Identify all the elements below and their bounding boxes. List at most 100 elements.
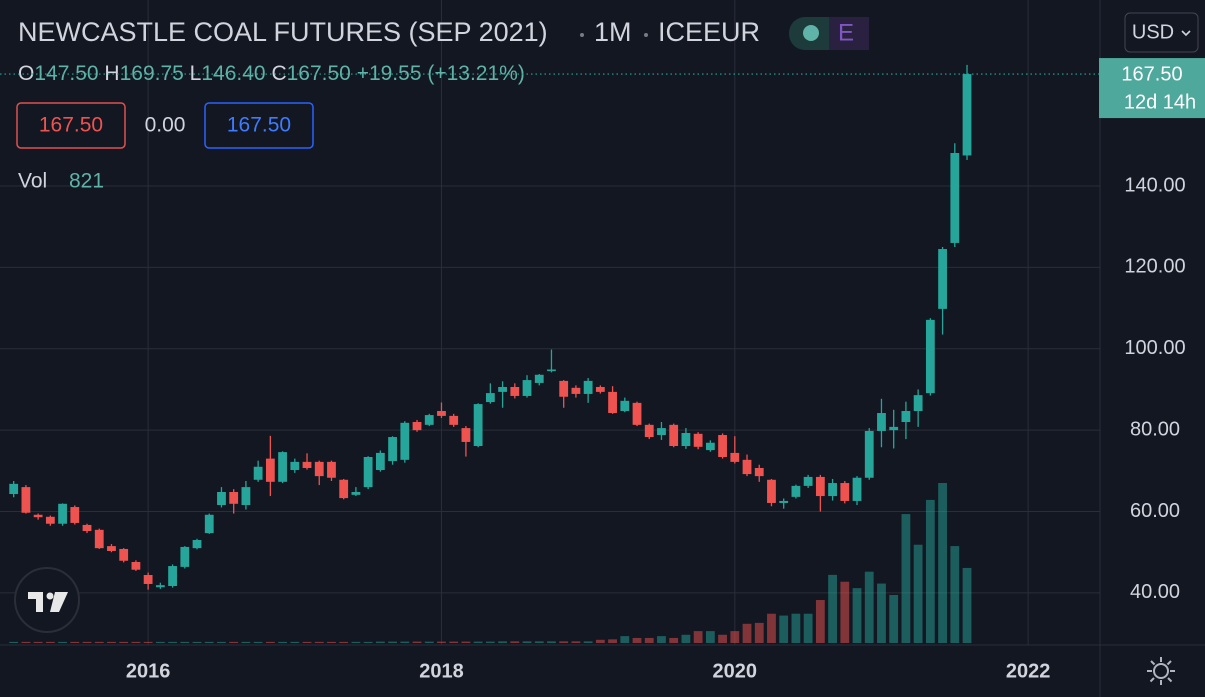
volume-bar bbox=[803, 613, 813, 643]
volume-bar bbox=[351, 641, 361, 643]
volume-bar bbox=[705, 631, 715, 643]
volume-bar bbox=[632, 637, 642, 643]
sell-button[interactable] bbox=[16, 102, 126, 149]
candle-body bbox=[791, 485, 801, 497]
volume-bar bbox=[693, 631, 703, 643]
volume-bar bbox=[58, 641, 67, 643]
candle-body bbox=[938, 249, 947, 309]
ohlc-row: O147.50 H169.75 L146.40 C167.50 +19.55 (… bbox=[18, 62, 525, 85]
volume-bar bbox=[82, 641, 92, 643]
volume-bar bbox=[143, 641, 153, 643]
candle-body bbox=[241, 487, 251, 506]
candle-body bbox=[351, 491, 361, 495]
candle-body bbox=[461, 428, 471, 442]
tv-logo[interactable] bbox=[14, 567, 80, 633]
volume-bar bbox=[204, 641, 214, 643]
ohlc-value: 169.75 bbox=[120, 62, 184, 85]
volume-bar bbox=[192, 641, 202, 643]
candle-body bbox=[693, 433, 703, 447]
volume-bar bbox=[217, 641, 226, 643]
candle-body bbox=[534, 374, 544, 383]
candle-body bbox=[754, 467, 764, 477]
badge: E bbox=[838, 19, 854, 46]
buy-button[interactable] bbox=[204, 102, 314, 149]
candle-body bbox=[779, 500, 789, 503]
candle-body bbox=[229, 491, 239, 504]
volume-bar bbox=[119, 641, 129, 643]
countdown: 12d 14h bbox=[1124, 91, 1196, 113]
candle-body bbox=[192, 540, 202, 549]
volume-bar bbox=[437, 641, 446, 643]
candle-body bbox=[449, 415, 459, 425]
separator bbox=[644, 33, 648, 37]
candle-body bbox=[314, 461, 324, 477]
ohlc-value: 167.50 bbox=[287, 62, 351, 85]
candle-body bbox=[767, 479, 776, 503]
candle-body bbox=[498, 387, 507, 392]
volume-bar bbox=[45, 641, 55, 643]
bid: 167.50 bbox=[39, 114, 103, 137]
volume-bar bbox=[779, 615, 789, 643]
volume-bar bbox=[412, 641, 422, 643]
volume-bar bbox=[229, 641, 239, 643]
volume-value: 821 bbox=[69, 170, 104, 193]
candle-body bbox=[840, 483, 850, 501]
volume-bar bbox=[424, 641, 434, 643]
currency: USD bbox=[1132, 21, 1174, 43]
volume-bar bbox=[400, 641, 410, 643]
candle-body bbox=[657, 428, 666, 436]
volume-bar bbox=[473, 641, 483, 643]
candle-body bbox=[9, 483, 19, 495]
candle-body bbox=[889, 426, 899, 431]
candle-body bbox=[925, 319, 935, 394]
candle-body bbox=[388, 437, 397, 462]
candle-body bbox=[595, 387, 605, 392]
volume-bar bbox=[155, 641, 165, 643]
volume-bar bbox=[547, 641, 556, 643]
candle-body bbox=[45, 516, 55, 524]
volume-bar bbox=[852, 588, 862, 643]
separator bbox=[580, 33, 584, 37]
volume-bar bbox=[131, 641, 141, 643]
candle-body bbox=[82, 524, 92, 532]
logo-mark bbox=[50, 592, 68, 612]
candle-body bbox=[962, 74, 972, 156]
candle-body bbox=[278, 452, 287, 482]
volume-bar bbox=[21, 641, 31, 643]
candle-body bbox=[913, 395, 923, 412]
volume-bar bbox=[485, 641, 495, 643]
y-tick-label: 120.00 bbox=[1124, 256, 1185, 278]
volume-bar bbox=[828, 574, 837, 643]
volume-bar bbox=[253, 641, 263, 643]
volume-bar bbox=[33, 641, 43, 643]
settings-icon[interactable] bbox=[1147, 657, 1175, 685]
x-tick-label: 2022 bbox=[1006, 660, 1051, 682]
volume-bar bbox=[9, 641, 19, 643]
candle-layer bbox=[9, 64, 972, 590]
ohlc-value: 146.40 bbox=[201, 62, 265, 85]
candle-body bbox=[485, 393, 495, 403]
grid bbox=[0, 0, 1100, 645]
candle-body bbox=[877, 413, 886, 431]
x-tick-label: 2020 bbox=[713, 660, 758, 682]
volume-bar bbox=[730, 631, 740, 643]
candle-body bbox=[608, 391, 617, 414]
volume-bar bbox=[754, 622, 764, 643]
candle-body bbox=[852, 477, 862, 501]
candle-body bbox=[143, 575, 153, 584]
volume-bar bbox=[913, 544, 923, 643]
volume-bar bbox=[644, 637, 654, 643]
currency-button[interactable] bbox=[1124, 12, 1199, 53]
volume-bar bbox=[571, 641, 581, 643]
ohlc-name: O bbox=[18, 62, 34, 85]
candle-body bbox=[94, 529, 104, 549]
y-tick-label: 80.00 bbox=[1130, 418, 1180, 440]
badge-bg bbox=[829, 17, 869, 50]
volume-bar bbox=[168, 641, 177, 643]
candle-body bbox=[424, 415, 434, 425]
chevron bbox=[1181, 30, 1191, 37]
volume-bar bbox=[375, 641, 385, 643]
last-price: 167.50 12d 14h bbox=[0, 58, 1205, 119]
volume-bar bbox=[449, 641, 459, 643]
